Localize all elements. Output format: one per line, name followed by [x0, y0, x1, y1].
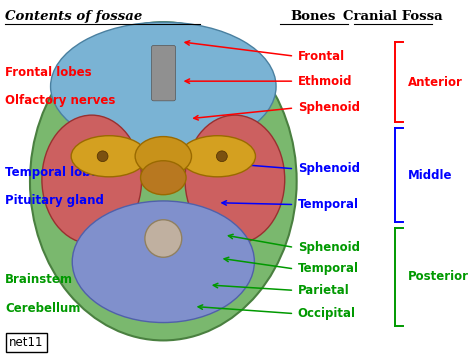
Text: Bones: Bones	[290, 10, 336, 23]
Ellipse shape	[135, 136, 191, 176]
Text: Temporal: Temporal	[298, 262, 359, 275]
Text: Frontal lobes: Frontal lobes	[5, 66, 91, 79]
Text: Sphenoid: Sphenoid	[298, 162, 360, 175]
Ellipse shape	[42, 115, 142, 244]
Ellipse shape	[185, 115, 285, 244]
Ellipse shape	[72, 201, 255, 322]
Text: Sphenoid: Sphenoid	[298, 241, 360, 254]
Text: Contents of fossae: Contents of fossae	[5, 10, 142, 23]
Text: Temporal lobes: Temporal lobes	[5, 166, 106, 179]
Ellipse shape	[217, 151, 227, 162]
Text: Sphenoid: Sphenoid	[298, 102, 360, 115]
Text: Temporal: Temporal	[298, 198, 359, 211]
Text: Pituitary gland: Pituitary gland	[5, 195, 104, 208]
Text: Cranial Fossa: Cranial Fossa	[343, 10, 443, 23]
Text: Olfactory nerves: Olfactory nerves	[5, 94, 115, 107]
Ellipse shape	[51, 22, 276, 151]
Ellipse shape	[145, 220, 182, 257]
Text: Occipital: Occipital	[298, 307, 356, 320]
Ellipse shape	[180, 136, 255, 177]
Text: Cerebellum: Cerebellum	[5, 302, 81, 315]
Text: net11: net11	[9, 336, 44, 349]
Ellipse shape	[141, 161, 186, 195]
Text: Frontal: Frontal	[298, 50, 345, 62]
Text: Parietal: Parietal	[298, 284, 349, 297]
FancyBboxPatch shape	[152, 45, 175, 101]
Ellipse shape	[30, 22, 297, 340]
Text: Anterior: Anterior	[408, 75, 463, 89]
Text: Middle: Middle	[408, 168, 453, 182]
Text: Ethmoid: Ethmoid	[298, 75, 352, 88]
Ellipse shape	[97, 151, 108, 162]
Text: Posterior: Posterior	[408, 270, 469, 284]
Text: Brainstem: Brainstem	[5, 273, 73, 286]
Ellipse shape	[71, 136, 147, 177]
